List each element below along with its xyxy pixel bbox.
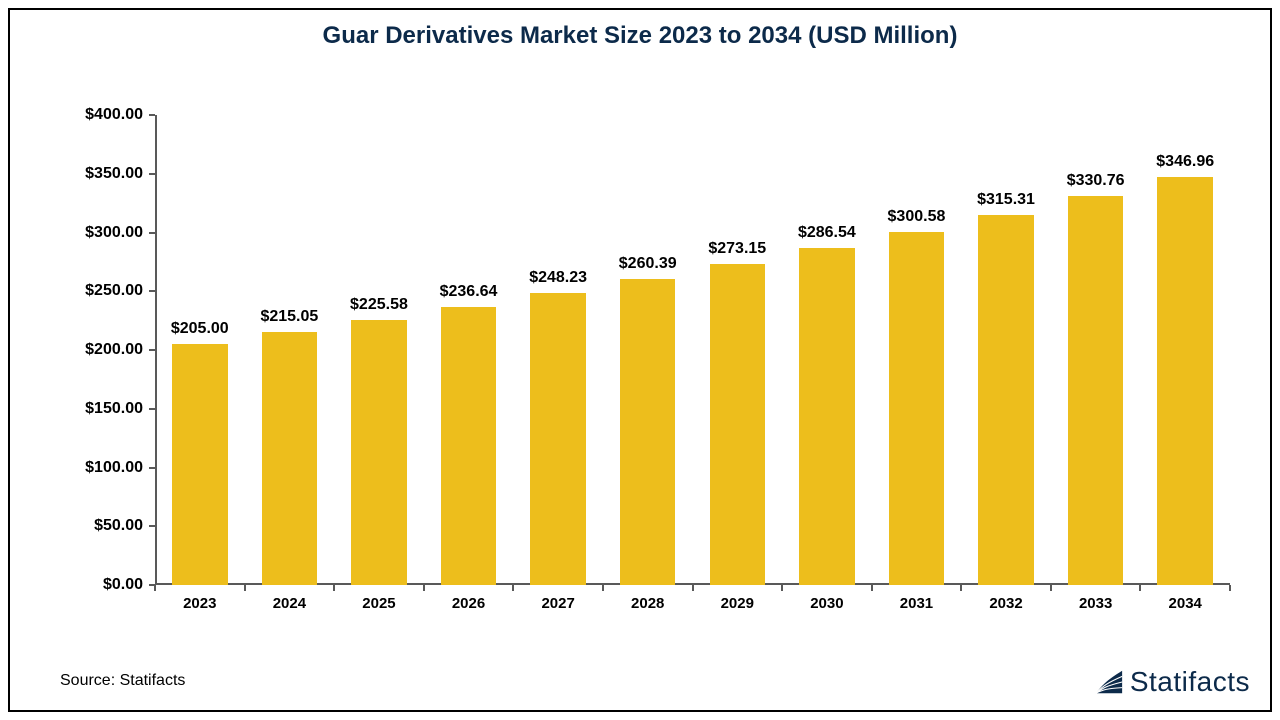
- y-tick-label: $400.00: [85, 106, 155, 124]
- y-tick-label: $250.00: [85, 282, 155, 300]
- x-category-label: 2034: [1169, 585, 1202, 612]
- bar-value-label: $273.15: [708, 240, 766, 264]
- bar-group: $236.64: [441, 307, 497, 585]
- y-tick-label: $100.00: [85, 459, 155, 477]
- statifacts-logo-icon: [1094, 667, 1124, 697]
- y-tick-mark: [149, 173, 155, 175]
- bar-value-label: $236.64: [440, 283, 498, 307]
- bar: [620, 279, 676, 585]
- bar: [1068, 196, 1124, 585]
- y-tick-mark: [149, 290, 155, 292]
- plot-area: $205.00 $215.05 $225.58 $236.64 $248.23 $260.…: [155, 115, 1230, 585]
- x-category-label: 2030: [810, 585, 843, 612]
- bar-value-label: $205.00: [171, 320, 229, 344]
- bar-group: $300.58: [889, 232, 945, 585]
- x-tick-mark: [1050, 585, 1052, 591]
- source-label: Source: Statifacts: [60, 672, 185, 690]
- bar-value-label: $330.76: [1067, 172, 1125, 196]
- x-category-label: 2031: [900, 585, 933, 612]
- x-tick-mark: [154, 585, 156, 591]
- y-tick-label: $200.00: [85, 341, 155, 359]
- x-tick-mark: [960, 585, 962, 591]
- x-category-label: 2024: [273, 585, 306, 612]
- y-tick-label: $150.00: [85, 400, 155, 418]
- bar-group: $248.23: [530, 293, 586, 585]
- bar-group: $330.76: [1068, 196, 1124, 585]
- bar: [262, 332, 318, 585]
- bar-group: $205.00: [172, 344, 228, 585]
- y-tick-label: $50.00: [94, 517, 155, 535]
- x-category-label: 2026: [452, 585, 485, 612]
- x-category-label: 2028: [631, 585, 664, 612]
- x-category-label: 2033: [1079, 585, 1112, 612]
- bar: [799, 248, 855, 585]
- bar-value-label: $225.58: [350, 296, 408, 320]
- bar-group: $260.39: [620, 279, 676, 585]
- y-tick-mark: [149, 114, 155, 116]
- y-tick-mark: [149, 232, 155, 234]
- brand-logo: Statifacts: [1094, 666, 1250, 698]
- bar-group: $273.15: [710, 264, 766, 585]
- x-tick-mark: [333, 585, 335, 591]
- x-tick-mark: [781, 585, 783, 591]
- y-tick-mark: [149, 467, 155, 469]
- bars-container: $205.00 $215.05 $225.58 $236.64 $248.23 $260.…: [155, 115, 1230, 585]
- bar-value-label: $315.31: [977, 191, 1035, 215]
- bar: [351, 320, 407, 585]
- bar-group: $286.54: [799, 248, 855, 585]
- bar: [978, 215, 1034, 585]
- x-category-label: 2027: [541, 585, 574, 612]
- bar: [1157, 177, 1213, 585]
- bar-group: $215.05: [262, 332, 318, 585]
- y-tick-mark: [149, 408, 155, 410]
- bar: [530, 293, 586, 585]
- brand-name: Statifacts: [1130, 666, 1250, 698]
- x-category-label: 2025: [362, 585, 395, 612]
- bar: [889, 232, 945, 585]
- bar-value-label: $248.23: [529, 269, 587, 293]
- bar-value-label: $260.39: [619, 255, 677, 279]
- x-tick-mark: [1139, 585, 1141, 591]
- bar-value-label: $346.96: [1156, 153, 1214, 177]
- bar-value-label: $215.05: [260, 308, 318, 332]
- y-tick-mark: [149, 525, 155, 527]
- x-category-label: 2023: [183, 585, 216, 612]
- x-tick-mark: [423, 585, 425, 591]
- x-category-label: 2029: [721, 585, 754, 612]
- x-tick-mark: [244, 585, 246, 591]
- y-tick-label: $0.00: [103, 576, 155, 594]
- bar: [172, 344, 228, 585]
- bar-value-label: $286.54: [798, 224, 856, 248]
- chart-title: Guar Derivatives Market Size 2023 to 203…: [0, 22, 1280, 50]
- bar-group: $225.58: [351, 320, 407, 585]
- bar-group: $315.31: [978, 215, 1034, 585]
- x-tick-mark: [692, 585, 694, 591]
- y-tick-label: $350.00: [85, 165, 155, 183]
- x-category-label: 2032: [989, 585, 1022, 612]
- bar: [710, 264, 766, 585]
- bar: [441, 307, 497, 585]
- x-tick-mark: [1229, 585, 1231, 591]
- bar-value-label: $300.58: [888, 208, 946, 232]
- bar-group: $346.96: [1157, 177, 1213, 585]
- x-tick-mark: [602, 585, 604, 591]
- x-tick-mark: [512, 585, 514, 591]
- y-tick-mark: [149, 349, 155, 351]
- x-tick-mark: [871, 585, 873, 591]
- y-tick-label: $300.00: [85, 224, 155, 242]
